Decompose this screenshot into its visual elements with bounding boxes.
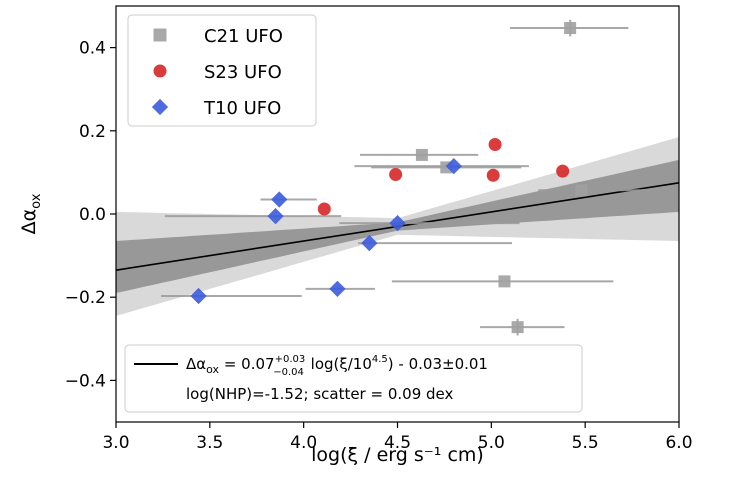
diamond-point-6 xyxy=(445,158,462,175)
diamond-point-3 xyxy=(329,280,346,298)
y-axis-label-main: Δα xyxy=(18,209,40,235)
legend-box xyxy=(127,14,317,127)
circle-point-4 xyxy=(556,164,570,178)
x-tick-label: 3.0 xyxy=(102,433,129,453)
square-point-5 xyxy=(511,321,524,334)
fit-stats: log(NHP)=-1.52; scatter = 0.09 dex xyxy=(186,385,453,403)
y-tick-label: 0.2 xyxy=(79,122,106,142)
y-tick-label: −0.2 xyxy=(65,288,106,308)
square-point-0 xyxy=(564,22,577,35)
fit-equation-part: +0.03 xyxy=(275,354,306,365)
legend-diamond-icon xyxy=(151,98,169,116)
x-tick-label: 3.5 xyxy=(196,433,223,453)
x-tick-label: 4.5 xyxy=(384,433,411,453)
x-tick-label: 4.0 xyxy=(290,433,317,453)
circle-point-2 xyxy=(486,168,500,182)
y-tick-label: −0.4 xyxy=(65,371,106,391)
circle-point-0 xyxy=(317,202,331,216)
square-point-3 xyxy=(575,184,588,197)
legend: C21 UFO S23 UFO T10 UFO xyxy=(127,14,317,127)
diamond-point-5 xyxy=(389,215,406,232)
fit-equation-part: log(ξ/10 xyxy=(306,355,372,373)
legend-circle-icon xyxy=(153,64,167,78)
square-point-1 xyxy=(415,148,428,161)
fit-equation-part: 4.5 xyxy=(372,354,388,365)
x-axis-label: log(ξ / erg s⁻¹ cm) xyxy=(311,444,484,466)
fit-equation-part: ox xyxy=(206,363,219,376)
circle-point-1 xyxy=(389,167,403,181)
diamond-point-0 xyxy=(190,287,207,305)
diamond-point-1 xyxy=(267,207,284,225)
diamond-point-4 xyxy=(361,234,378,252)
fit-equation-part: −0.04 xyxy=(273,367,304,378)
y-tick-label: 0.4 xyxy=(79,39,106,59)
fit-equation-part: Δα xyxy=(186,355,206,373)
fit-equation-part: = 0.07 xyxy=(219,355,275,373)
x-tick-label: 5.0 xyxy=(478,433,505,453)
circle-point-3 xyxy=(488,138,502,152)
data-markers xyxy=(190,22,588,334)
square-point-4 xyxy=(498,275,511,288)
legend-label: S23 UFO xyxy=(204,62,282,83)
axis-ticks: 3.0 3.5 4.0 4.5 5.0 5.5 6.0 −0.4 −0.2 0.0 0.2 0.4 xyxy=(65,39,693,453)
y-axis-label: Δαox xyxy=(18,193,44,234)
legend-label: T10 UFO xyxy=(203,98,281,119)
legend-square-icon xyxy=(153,28,167,42)
y-axis-label-sub: ox xyxy=(29,193,44,209)
x-tick-label: 6.0 xyxy=(665,433,692,453)
diamond-point-2 xyxy=(271,191,288,208)
legend-label: C21 UFO xyxy=(204,26,283,47)
x-tick-label: 5.5 xyxy=(572,433,599,453)
fit-equation-part: ) - 0.03±0.01 xyxy=(388,355,488,373)
annotation-box xyxy=(124,344,583,413)
y-tick-label: 0.0 xyxy=(79,205,106,225)
fit-annotation-box: Δαox = 0.07+0.03 −0.04 log(ξ/104.5) - 0.0… xyxy=(124,344,583,413)
fit-equation: Δαox = 0.07+0.03 −0.04 log(ξ/104.5) - 0.0… xyxy=(186,354,488,378)
